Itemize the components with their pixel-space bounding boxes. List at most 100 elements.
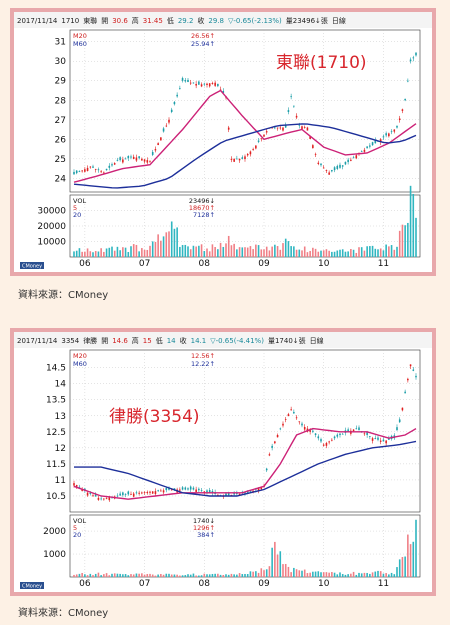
volume-bar bbox=[132, 244, 135, 257]
source-label-2: 資料來源：CMoney bbox=[18, 608, 109, 619]
volume-bar bbox=[312, 247, 314, 257]
price-plot-frame bbox=[69, 29, 421, 193]
volume-bar bbox=[276, 246, 279, 257]
volume-bar bbox=[265, 246, 268, 257]
candle-body bbox=[192, 82, 195, 84]
volume-bar bbox=[92, 575, 94, 577]
volume-bar bbox=[255, 244, 257, 257]
candle-body bbox=[214, 82, 216, 86]
volume-bar bbox=[211, 573, 214, 577]
volume-bar bbox=[409, 544, 412, 577]
volume-bar bbox=[385, 573, 387, 577]
volume-bar bbox=[415, 519, 417, 577]
candle-body bbox=[390, 131, 393, 133]
volume-bar bbox=[122, 574, 124, 577]
header-open-label: 開 bbox=[101, 17, 108, 25]
volume-bar bbox=[89, 573, 92, 577]
candle-body bbox=[157, 490, 159, 492]
candle-body bbox=[331, 439, 333, 441]
candle-body bbox=[344, 161, 347, 165]
candle-body bbox=[276, 127, 279, 129]
ma-legend-name: M60 bbox=[73, 360, 87, 368]
candle-body bbox=[103, 172, 105, 174]
candle-body bbox=[130, 156, 132, 158]
header-change-pct: (-4.41%) bbox=[234, 337, 264, 345]
volume-bar bbox=[344, 251, 347, 257]
candle-body bbox=[151, 151, 154, 155]
candle-body bbox=[301, 423, 303, 426]
candle-body bbox=[168, 119, 170, 123]
candle-body bbox=[328, 441, 330, 443]
volume-bar bbox=[333, 572, 336, 577]
volume-bar bbox=[230, 245, 233, 257]
volume-bar bbox=[227, 574, 230, 577]
candle-body bbox=[355, 428, 358, 430]
candle-body bbox=[284, 418, 287, 420]
candle-body bbox=[295, 115, 298, 118]
volume-bar bbox=[149, 573, 151, 577]
candle-body bbox=[203, 83, 206, 85]
volume-bar bbox=[94, 573, 97, 577]
volume-bar bbox=[92, 252, 94, 257]
volume-bar bbox=[246, 574, 249, 577]
candle-body bbox=[151, 491, 154, 494]
volume-bar bbox=[350, 249, 352, 257]
volume-bar bbox=[141, 248, 143, 257]
candle-body bbox=[222, 91, 225, 93]
month-label: 08 bbox=[199, 579, 211, 589]
candle-body bbox=[298, 421, 301, 423]
candle-body bbox=[412, 57, 415, 59]
candle-body bbox=[398, 118, 401, 121]
candle-body bbox=[295, 417, 298, 419]
volume-bar bbox=[203, 573, 206, 577]
candle-body bbox=[198, 81, 200, 85]
volume-bar bbox=[219, 574, 222, 577]
header-unit: ↓張 bbox=[315, 17, 328, 25]
ma-legend-name: M60 bbox=[73, 40, 87, 48]
volume-bar bbox=[309, 572, 311, 577]
stock-chart-3354: 2017/11/14 3354 律勝開 14.6 高 15 低 14 收 14.1 ▽-0.65(-… bbox=[14, 332, 432, 590]
volume-bar bbox=[168, 573, 170, 577]
volume-bar bbox=[236, 574, 238, 577]
candle-body bbox=[282, 127, 284, 131]
volume-bar bbox=[176, 227, 178, 257]
volume-bar bbox=[252, 249, 254, 257]
volume-bar bbox=[355, 252, 358, 257]
header-code: 1710 bbox=[61, 17, 79, 25]
candle-body bbox=[217, 494, 219, 496]
candle-body bbox=[328, 172, 330, 175]
volume-bar bbox=[189, 574, 192, 577]
candle-body bbox=[105, 498, 108, 499]
candle-body bbox=[200, 490, 203, 492]
candle-body bbox=[138, 492, 140, 494]
volume-bar bbox=[179, 246, 181, 257]
volume-bar bbox=[252, 571, 254, 577]
volume-bar bbox=[217, 573, 219, 577]
volume-bar bbox=[255, 571, 257, 577]
candle-body bbox=[347, 429, 349, 432]
candle-body bbox=[279, 127, 282, 129]
volume-bar bbox=[157, 234, 159, 257]
price-tick-label: 12.5 bbox=[46, 428, 66, 438]
volume-bar bbox=[187, 246, 189, 257]
candle-body bbox=[141, 492, 143, 494]
volume-bar bbox=[341, 249, 344, 257]
candle-body bbox=[189, 82, 192, 84]
candle-body bbox=[206, 83, 208, 85]
candle-body bbox=[246, 153, 249, 156]
ma-legend-value: 26.56↑ bbox=[191, 32, 215, 40]
volume-bar bbox=[203, 251, 206, 257]
candle-body bbox=[149, 160, 151, 162]
volume-bar bbox=[371, 572, 374, 577]
month-label: 07 bbox=[139, 579, 150, 589]
volume-bar bbox=[290, 246, 292, 257]
chart-panel-3354: 2017/11/14 3354 律勝開 14.6 高 15 低 14 收 14.1 ▽-0.65(-… bbox=[10, 328, 436, 596]
ma60-line bbox=[73, 123, 417, 189]
volume-bar bbox=[200, 575, 203, 577]
ma-legend-value: 12.22↑ bbox=[191, 360, 215, 368]
candle-body bbox=[352, 429, 355, 432]
candle-body bbox=[244, 492, 246, 494]
candle-body bbox=[138, 156, 140, 159]
volume-bar bbox=[233, 574, 235, 577]
volume-bar bbox=[347, 574, 349, 577]
